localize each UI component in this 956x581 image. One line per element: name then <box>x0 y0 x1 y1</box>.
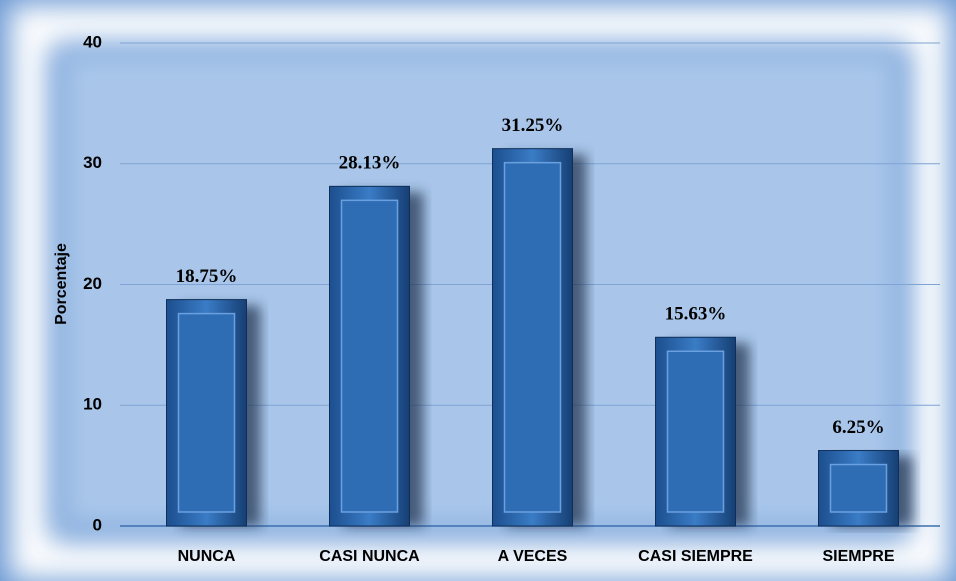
glow <box>10 5 950 580</box>
x-tick-label: SIEMPRE <box>822 548 894 565</box>
value-label: 28.13% <box>339 153 401 174</box>
x-tick-label: A VECES <box>498 548 568 565</box>
bar-bevel <box>829 463 888 513</box>
bar-bevel <box>340 199 399 513</box>
y-tick-label: 40 <box>83 32 102 51</box>
value-label: 31.25% <box>502 115 564 136</box>
y-tick-label: 10 <box>83 395 102 414</box>
bar-bevel <box>666 350 725 513</box>
x-tick-label: CASI SIEMPRE <box>638 548 753 565</box>
value-label: 18.75% <box>176 266 238 287</box>
y-tick-label: 20 <box>83 274 102 293</box>
x-tick-label: CASI NUNCA <box>319 548 420 565</box>
y-axis-label: Porcentaje <box>53 243 70 325</box>
y-tick-label: 0 <box>93 515 102 534</box>
bar-bevel <box>177 312 236 513</box>
value-label: 6.25% <box>832 417 884 438</box>
x-tick-label: NUNCA <box>178 548 236 565</box>
value-label: 15.63% <box>665 304 727 325</box>
bar-bevel <box>503 161 562 513</box>
y-tick-label: 30 <box>83 153 102 172</box>
